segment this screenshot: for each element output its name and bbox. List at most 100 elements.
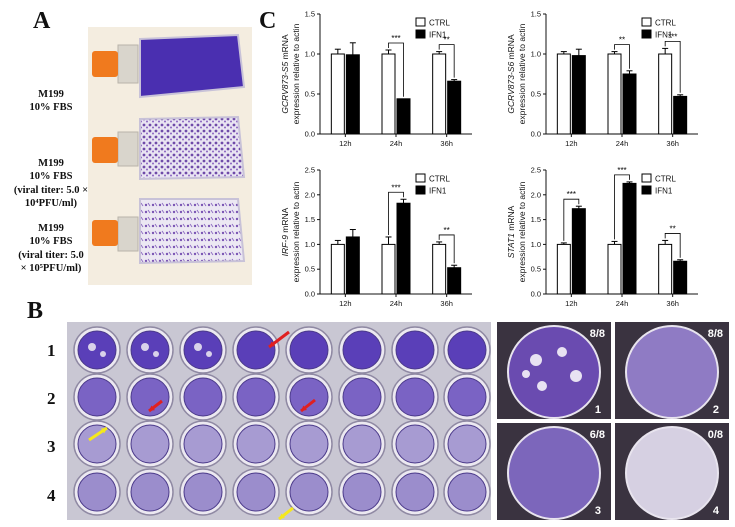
legend-label-ifn1: IFN1 xyxy=(655,187,673,196)
y-tick-label: 0.5 xyxy=(305,265,315,274)
chart-gcrv873-s5: GCRV873-S5 mRNA expression relative to ac… xyxy=(280,10,472,148)
significance-label: ** xyxy=(670,224,676,233)
plate-well xyxy=(183,424,223,464)
closeup-id: 3 xyxy=(595,505,601,517)
plate-well xyxy=(289,330,329,370)
plate-well xyxy=(130,472,170,512)
x-tick-label: 36h xyxy=(666,139,679,148)
y-axis-label: IRF-9 mRNA xyxy=(280,207,290,256)
legend-label-ifn1: IFN1 xyxy=(655,31,673,40)
bar-ctrl xyxy=(556,243,571,295)
panel-a-label: A xyxy=(33,8,51,34)
x-tick-label: 24h xyxy=(390,139,403,148)
bar-ifn1 xyxy=(622,182,637,295)
closeup-photos: 8/8 1 8/8 2 6/8 3 0/8 4 xyxy=(497,322,729,520)
x-tick-label: 24h xyxy=(616,139,629,148)
bar-ifn1 xyxy=(396,98,411,135)
y-axis-label-line2: expression relative to actin xyxy=(517,181,527,282)
plaque xyxy=(141,343,149,351)
y-tick-label: 0.5 xyxy=(305,90,315,99)
plate-well xyxy=(289,377,329,417)
bar-ifn1 xyxy=(345,236,360,295)
condition-label-1: M199 10% FBS xyxy=(29,89,73,114)
bar-ctrl xyxy=(556,53,571,135)
legend-swatch-ctrl xyxy=(415,17,426,27)
significance-bracket xyxy=(563,198,580,241)
orange-cap-1 xyxy=(92,51,118,77)
bar-ifn1 xyxy=(571,208,586,295)
significance-bracket xyxy=(438,44,455,78)
x-tick-label: 36h xyxy=(666,299,679,308)
bar-ifn1 xyxy=(447,80,462,135)
plate-well xyxy=(395,377,435,417)
y-tick-label: 1.0 xyxy=(531,50,541,59)
bar-ctrl xyxy=(432,53,447,135)
y-tick-label: 0.0 xyxy=(531,130,541,139)
x-tick-label: 12h xyxy=(339,299,352,308)
bar-ctrl xyxy=(381,243,396,295)
significance-bracket xyxy=(664,41,681,93)
y-tick-label: 0.5 xyxy=(531,265,541,274)
y-axis-label: GCRV873-S5 mRNA xyxy=(280,34,290,114)
well-plate-photo xyxy=(67,322,491,520)
bar-ctrl xyxy=(330,243,345,295)
orange-cap-3 xyxy=(92,220,118,246)
flask-1 xyxy=(92,33,246,99)
closeup-ratio: 6/8 xyxy=(590,429,605,441)
significance-label: *** xyxy=(391,34,400,43)
legend-swatch-ifn1 xyxy=(415,29,426,39)
bar-ifn1 xyxy=(673,260,688,295)
bar-ctrl xyxy=(330,53,345,135)
bar-ctrl xyxy=(607,243,622,295)
significance-label: ** xyxy=(619,36,625,45)
flask-2 xyxy=(92,115,246,181)
x-tick-label: 12h xyxy=(565,299,578,308)
significance-label: *** xyxy=(567,190,576,199)
plate-well xyxy=(447,424,487,464)
plate-well xyxy=(447,377,487,417)
bar-ctrl xyxy=(658,53,673,135)
plate-well xyxy=(395,424,435,464)
y-tick-label: 2.0 xyxy=(531,190,541,199)
closeup-id: 1 xyxy=(595,404,601,416)
x-tick-label: 24h xyxy=(616,299,629,308)
closeup-id: 4 xyxy=(713,505,720,517)
legend-label-ctrl: CTRL xyxy=(429,175,450,184)
plate-well xyxy=(447,330,487,370)
plaque xyxy=(570,370,582,382)
y-tick-label: 1.0 xyxy=(531,240,541,249)
plate-well xyxy=(395,472,435,512)
significance-label: ** xyxy=(444,36,450,45)
legend-swatch-ifn1 xyxy=(641,29,652,39)
x-tick-label: 12h xyxy=(339,139,352,148)
closeup-id: 2 xyxy=(713,404,719,416)
bar-ifn1 xyxy=(673,95,688,135)
bar-ctrl xyxy=(432,243,447,295)
y-tick-label: 2.5 xyxy=(305,166,315,175)
legend-swatch-ctrl xyxy=(641,173,652,183)
plate-well xyxy=(236,472,276,512)
significance-bracket xyxy=(614,44,630,69)
significance-label: *** xyxy=(617,166,626,175)
plate-well xyxy=(342,330,382,370)
significance-bracket xyxy=(614,174,630,240)
flask-3 xyxy=(92,198,246,265)
plate-well xyxy=(130,330,170,370)
y-axis-label-line2: expression relative to actin xyxy=(291,23,301,124)
plaque xyxy=(557,347,567,357)
bar-ifn1 xyxy=(447,267,462,295)
plate-row-label-4: 4 xyxy=(47,486,56,505)
x-tick-label: 12h xyxy=(565,139,578,148)
y-tick-label: 1.5 xyxy=(305,10,315,19)
closeup-well xyxy=(507,426,601,520)
x-tick-label: 36h xyxy=(440,299,453,308)
plate-row-label-2: 2 xyxy=(47,389,56,408)
plate-well xyxy=(183,377,223,417)
closeup-ratio: 8/8 xyxy=(708,328,723,340)
y-tick-label: 0.0 xyxy=(305,130,315,139)
closeup-well xyxy=(507,325,601,419)
orange-cap-2 xyxy=(92,137,118,163)
plate-well xyxy=(342,377,382,417)
y-tick-label: 0.0 xyxy=(305,290,315,299)
bar-ctrl xyxy=(658,243,673,295)
